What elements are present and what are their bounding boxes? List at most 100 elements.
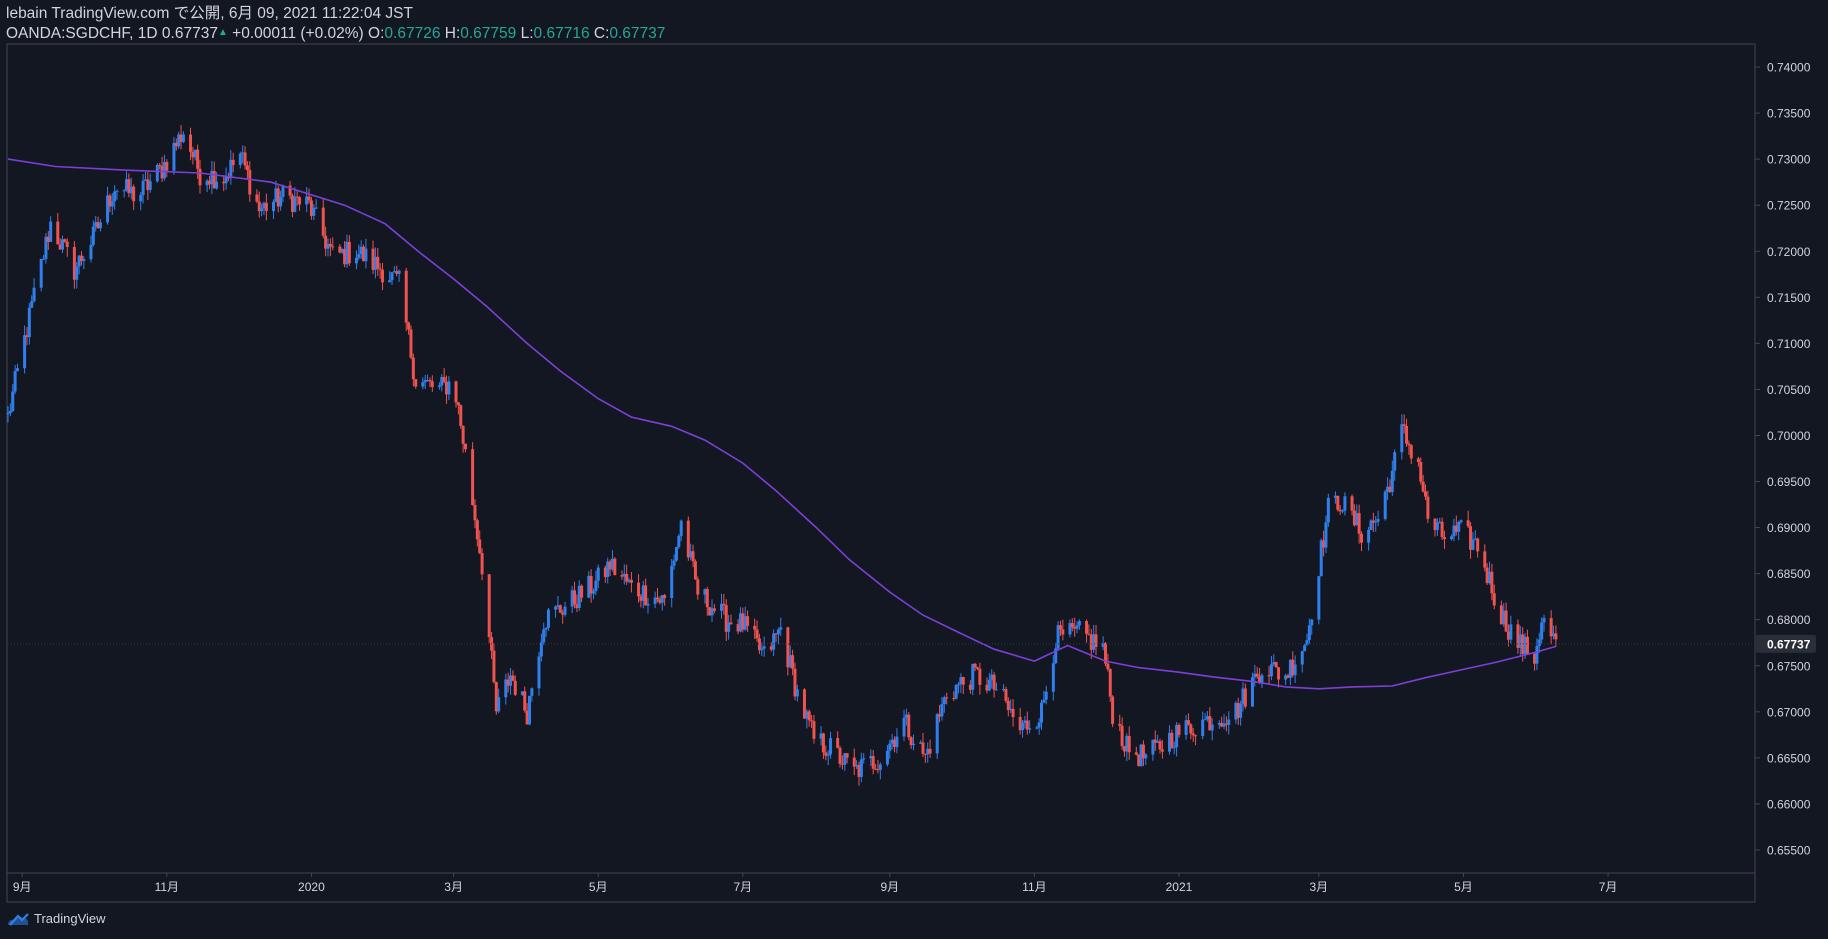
candle-body [6, 413, 10, 415]
candle-body [506, 679, 510, 686]
candle-body [1369, 520, 1373, 530]
candle-body [805, 711, 809, 719]
candle-body [1184, 720, 1188, 735]
candle-body [520, 691, 524, 695]
candle-body [890, 739, 894, 744]
candle-body [1322, 540, 1326, 548]
candle-body [712, 608, 716, 611]
candle-body [1421, 481, 1425, 492]
candle-body [577, 585, 581, 609]
time-axis-label: 2021 [1166, 880, 1193, 894]
time-axis[interactable]: 9月 11月 2020 3月 5月 7月 9月 11月 2021 3月 5月 7月 [13, 873, 1617, 894]
candle-body [1006, 700, 1010, 711]
candle-body [63, 239, 67, 242]
tradingview-logo[interactable]: TradingView [6, 911, 106, 926]
candle-body [42, 258, 46, 260]
candle-body [1203, 719, 1207, 721]
candle-body [1144, 754, 1148, 759]
candle-body [1186, 720, 1190, 725]
candle-body [852, 757, 856, 767]
candle-body [212, 170, 216, 189]
candle-body [1267, 675, 1271, 677]
candle-body [494, 682, 498, 712]
ohlc-line: OANDA:SGDCHF, 1D 0.67737▲ +0.00011 (+0.0… [6, 24, 665, 43]
candle-body [345, 241, 349, 265]
candle-body [530, 688, 534, 696]
time-axis-label: 5月 [1454, 880, 1473, 894]
candle-body [340, 249, 344, 253]
candle-body [1333, 495, 1337, 498]
candle-body [921, 742, 925, 754]
price-axis-label: 0.71500 [1767, 291, 1811, 305]
candle-body [207, 180, 211, 185]
candle-body [1111, 696, 1115, 724]
candle-body [1400, 424, 1404, 453]
candle-body [1139, 744, 1143, 766]
candle-body [855, 765, 859, 767]
candle-body [1122, 746, 1126, 752]
candle-body [148, 181, 152, 190]
price-axis-label: 0.70000 [1767, 429, 1811, 443]
candle-body [990, 674, 994, 680]
candle-body [1516, 624, 1520, 648]
candle-body [696, 579, 700, 595]
candle-body [1537, 639, 1541, 647]
candle-body [1087, 633, 1091, 635]
candle-body [940, 704, 944, 717]
candle-body [172, 142, 176, 171]
candle-body [1224, 723, 1228, 725]
candle-body [61, 239, 65, 250]
candle-body [475, 520, 479, 540]
candle-body [1210, 724, 1214, 731]
candle-body [314, 207, 318, 209]
candle-body [1307, 625, 1311, 641]
candle-body [888, 743, 892, 751]
time-axis-label: 11月 [155, 880, 179, 894]
candle-body [959, 677, 963, 685]
candle-body [338, 246, 342, 253]
candle-body [1535, 646, 1539, 664]
candle-body [1509, 624, 1513, 640]
candle-body [1405, 425, 1409, 444]
time-axis-label: 9月 [13, 880, 32, 894]
candle-body [1104, 643, 1108, 664]
candle-body [1367, 529, 1371, 543]
candle-body [1324, 522, 1328, 548]
candle-body [689, 551, 693, 558]
candle-body [262, 202, 266, 209]
candle-body [987, 679, 991, 691]
price-axis[interactable]: 0.74000 0.73500 0.73000 0.72500 0.72000 0.715… [1755, 61, 1811, 858]
candle-body [456, 402, 460, 406]
candle-body [769, 646, 773, 650]
price-axis-label: 0.70500 [1767, 383, 1811, 397]
candle-body [1426, 496, 1430, 519]
last-price: 0.67737 [161, 25, 218, 42]
candle-body [1127, 735, 1131, 753]
candle-body [463, 443, 467, 450]
candle-body [326, 243, 330, 249]
candle-body [810, 720, 814, 722]
candle-body [561, 612, 565, 615]
candle-body [1360, 533, 1364, 543]
candle-body [674, 547, 678, 561]
candle-body [96, 222, 100, 229]
candle-body [1457, 522, 1461, 532]
candle-body [1274, 662, 1278, 668]
candle-body [1011, 708, 1015, 718]
candle-body [210, 170, 214, 185]
last-price-tag-label: 0.67737 [1767, 637, 1811, 651]
candle-body [122, 190, 126, 192]
candle-body [1488, 571, 1492, 584]
candle-body [430, 381, 434, 387]
candle-body [110, 201, 114, 207]
candle-body [620, 575, 624, 577]
candle-body [603, 567, 607, 577]
candle-body [968, 684, 972, 690]
candle-body [596, 567, 600, 581]
candle-body [1058, 625, 1062, 630]
candle-body [1402, 424, 1406, 426]
time-axis-label: 2020 [298, 880, 325, 894]
candle-body [241, 152, 245, 154]
candle-body [1160, 749, 1164, 752]
